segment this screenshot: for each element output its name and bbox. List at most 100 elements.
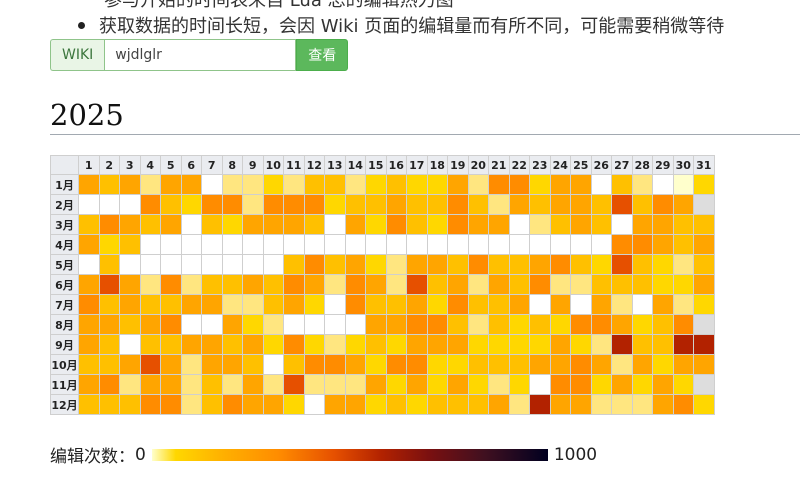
day-cell[interactable] <box>180 174 202 195</box>
day-cell[interactable] <box>160 254 182 275</box>
day-cell[interactable] <box>652 174 674 195</box>
day-cell[interactable] <box>221 234 243 255</box>
day-cell[interactable] <box>221 194 243 215</box>
day-cell[interactable] <box>242 354 264 375</box>
day-cell[interactable] <box>447 374 469 395</box>
day-cell[interactable] <box>119 254 141 275</box>
day-cell[interactable] <box>365 254 387 275</box>
day-cell[interactable] <box>242 394 264 415</box>
day-cell[interactable] <box>570 374 592 395</box>
day-cell[interactable] <box>590 314 612 335</box>
day-cell[interactable] <box>672 214 694 235</box>
day-cell[interactable] <box>283 274 305 295</box>
day-cell[interactable] <box>488 214 510 235</box>
day-cell[interactable] <box>78 214 100 235</box>
day-cell[interactable] <box>508 274 530 295</box>
day-cell[interactable] <box>570 294 592 315</box>
day-cell[interactable] <box>385 214 407 235</box>
day-cell[interactable] <box>160 394 182 415</box>
day-cell[interactable] <box>160 274 182 295</box>
day-cell[interactable] <box>139 394 161 415</box>
day-cell[interactable] <box>611 354 633 375</box>
day-cell[interactable] <box>98 234 120 255</box>
day-cell[interactable] <box>529 394 551 415</box>
day-cell[interactable] <box>160 294 182 315</box>
day-cell[interactable] <box>406 274 428 295</box>
day-cell[interactable] <box>508 394 530 415</box>
day-cell[interactable] <box>303 394 325 415</box>
day-cell[interactable] <box>98 274 120 295</box>
day-cell[interactable] <box>611 214 633 235</box>
day-cell[interactable] <box>324 334 346 355</box>
day-cell[interactable] <box>160 354 182 375</box>
day-cell[interactable] <box>447 174 469 195</box>
day-cell[interactable] <box>549 294 571 315</box>
day-cell[interactable] <box>447 354 469 375</box>
day-cell[interactable] <box>467 274 489 295</box>
day-cell[interactable] <box>406 234 428 255</box>
day-cell[interactable] <box>221 374 243 395</box>
day-cell[interactable] <box>426 274 448 295</box>
day-cell[interactable] <box>570 394 592 415</box>
username-input[interactable] <box>104 39 297 71</box>
day-cell[interactable] <box>611 314 633 335</box>
day-cell[interactable] <box>303 374 325 395</box>
day-cell[interactable] <box>631 294 653 315</box>
day-cell[interactable] <box>160 334 182 355</box>
day-cell[interactable] <box>385 234 407 255</box>
day-cell[interactable] <box>672 254 694 275</box>
day-cell[interactable] <box>549 194 571 215</box>
day-cell[interactable] <box>283 394 305 415</box>
day-cell[interactable] <box>590 294 612 315</box>
day-cell[interactable] <box>262 254 284 275</box>
day-cell[interactable] <box>406 394 428 415</box>
day-cell[interactable] <box>180 334 202 355</box>
day-cell[interactable] <box>303 254 325 275</box>
day-cell[interactable] <box>672 394 694 415</box>
day-cell[interactable] <box>180 374 202 395</box>
day-cell[interactable] <box>426 234 448 255</box>
day-cell[interactable] <box>365 314 387 335</box>
day-cell[interactable] <box>590 174 612 195</box>
day-cell[interactable] <box>385 294 407 315</box>
day-cell[interactable] <box>467 174 489 195</box>
day-cell[interactable] <box>488 194 510 215</box>
day-cell[interactable] <box>590 194 612 215</box>
day-cell[interactable] <box>160 374 182 395</box>
day-cell[interactable] <box>406 354 428 375</box>
day-cell[interactable] <box>283 294 305 315</box>
day-cell[interactable] <box>283 374 305 395</box>
day-cell[interactable] <box>549 274 571 295</box>
day-cell[interactable] <box>693 274 715 295</box>
day-cell[interactable] <box>488 254 510 275</box>
day-cell[interactable] <box>365 334 387 355</box>
day-cell[interactable] <box>590 234 612 255</box>
day-cell[interactable] <box>119 274 141 295</box>
day-cell[interactable] <box>262 374 284 395</box>
day-cell[interactable] <box>98 374 120 395</box>
day-cell[interactable] <box>78 174 100 195</box>
day-cell[interactable] <box>488 334 510 355</box>
day-cell[interactable] <box>488 174 510 195</box>
day-cell[interactable] <box>139 374 161 395</box>
day-cell[interactable] <box>447 294 469 315</box>
day-cell[interactable] <box>406 314 428 335</box>
day-cell[interactable] <box>242 214 264 235</box>
day-cell[interactable] <box>262 394 284 415</box>
day-cell[interactable] <box>98 354 120 375</box>
day-cell[interactable] <box>242 194 264 215</box>
day-cell[interactable] <box>324 254 346 275</box>
day-cell[interactable] <box>365 354 387 375</box>
day-cell[interactable] <box>672 334 694 355</box>
day-cell[interactable] <box>78 274 100 295</box>
day-cell[interactable] <box>467 214 489 235</box>
day-cell[interactable] <box>201 254 223 275</box>
day-cell[interactable] <box>570 314 592 335</box>
day-cell[interactable] <box>529 254 551 275</box>
day-cell[interactable] <box>283 354 305 375</box>
day-cell[interactable] <box>467 314 489 335</box>
day-cell[interactable] <box>488 294 510 315</box>
day-cell[interactable] <box>98 214 120 235</box>
day-cell[interactable] <box>303 194 325 215</box>
day-cell[interactable] <box>139 174 161 195</box>
